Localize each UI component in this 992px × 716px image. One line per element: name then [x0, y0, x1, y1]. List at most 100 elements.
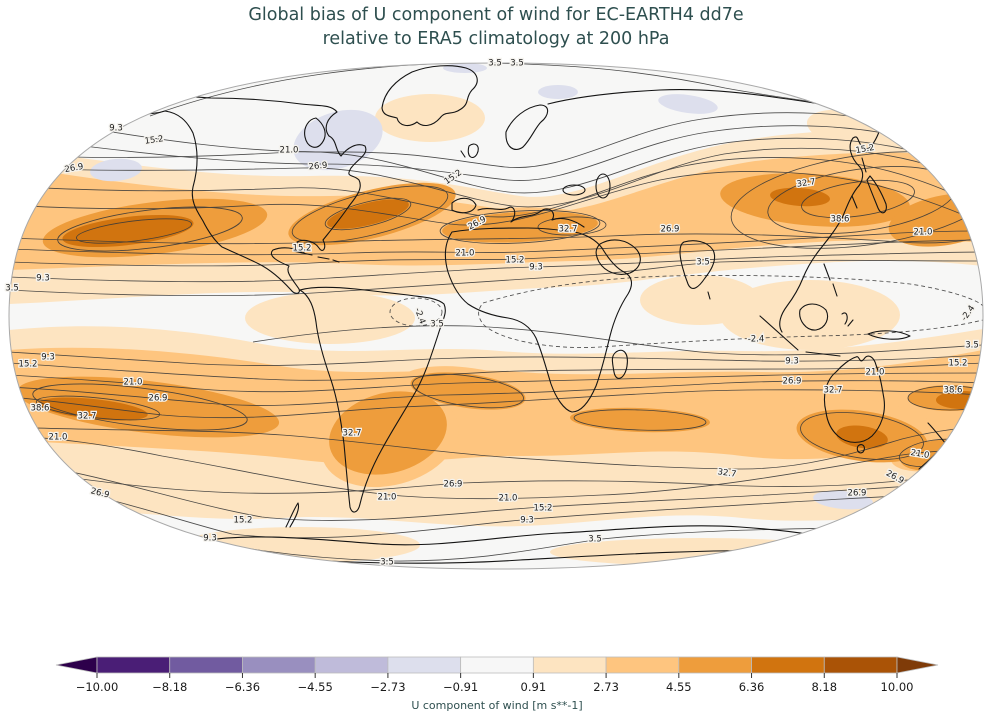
title-line-1: Global bias of U component of wind for E…	[248, 5, 744, 25]
india-coast	[679, 240, 716, 300]
colorbar-tick-label: −6.36	[225, 680, 260, 694]
contour-label: 26.9	[149, 394, 168, 404]
contour-label: 15.2	[293, 244, 312, 254]
colorbar-segment	[823, 656, 898, 674]
japan-coast	[851, 157, 887, 214]
contour-label: 26.9	[64, 162, 84, 175]
colorbar-tick-label: 8.18	[811, 680, 837, 694]
contour-label: 21.0	[124, 378, 143, 388]
caspian-sea	[595, 173, 611, 199]
contour-label: 3.5	[510, 59, 524, 69]
south-america-coast	[299, 286, 446, 513]
contour-label: 3.5	[430, 320, 444, 330]
colorbar-tick-label: −10.00	[76, 680, 119, 694]
contour-label: 15.2	[506, 256, 525, 266]
new-guinea-coast	[867, 330, 911, 340]
australia-coast	[823, 355, 885, 443]
map-outline	[8, 62, 984, 570]
contour-label: 21.0	[49, 433, 68, 443]
arabia-coast	[595, 239, 641, 275]
coastlines	[133, 65, 947, 564]
southeast-asia-islands	[759, 263, 854, 357]
colorbar-extend-right	[896, 656, 939, 674]
title-line-2: relative to ERA5 climatology at 200 hPa	[322, 29, 670, 49]
colorbar-tick-label: 0.91	[521, 680, 547, 694]
contour-label: 3.5	[488, 59, 502, 69]
hudson-bay-coast	[304, 117, 326, 148]
asia-coast	[547, 88, 881, 333]
contour-label: 32.7	[824, 386, 843, 396]
scandinavia-coast	[505, 104, 549, 150]
colorbar-tick-label: −2.73	[370, 680, 405, 694]
contour-label: 26.9	[783, 377, 802, 387]
colorbar-segment	[242, 656, 316, 674]
black-sea	[562, 184, 586, 196]
contour-label: 3.5	[696, 258, 710, 268]
contour-label: 21.0	[910, 448, 930, 461]
contour-label: -2.4	[748, 335, 765, 345]
contour-label: 32.7	[78, 412, 97, 422]
colorbar-tick-label: −0.91	[443, 680, 478, 694]
contour-label: 32.7	[796, 177, 816, 190]
colorbar-segment	[751, 656, 825, 674]
contour-label: 38.6	[944, 386, 963, 396]
mediterranean-coast	[477, 206, 585, 228]
contour-label: 32.7	[717, 467, 737, 480]
contour-label: 26.9	[661, 225, 680, 235]
contour-label: 32.7	[559, 225, 578, 235]
contour-label: 26.9	[848, 489, 867, 499]
contour-label: 9.3	[529, 263, 543, 273]
colorbar-tick-label: 10.00	[881, 680, 914, 694]
colorbar-segment	[678, 656, 752, 674]
contour-label: 15.2	[19, 360, 38, 370]
north-america-coast	[133, 94, 367, 294]
contour-label: 38.6	[831, 215, 850, 225]
contour-label: 21.0	[280, 146, 299, 156]
plot-title: Global bias of U component of wind for E…	[0, 3, 992, 51]
colorbar-label: U component of wind [m s**-1]	[411, 699, 582, 712]
british-isles-coast	[460, 143, 479, 158]
africa-coast	[444, 227, 633, 413]
contour-label: 26.9	[308, 161, 328, 173]
contour-label: 15.2	[534, 504, 553, 514]
contour-label: 3.5	[588, 535, 602, 545]
colorbar-segment	[605, 656, 680, 674]
contour-label: 9.3	[36, 274, 50, 284]
colorbar-segment	[96, 656, 171, 674]
tasmania-coast	[856, 444, 866, 454]
greenland-coast	[381, 65, 478, 127]
colorbar-tick-label: −8.18	[152, 680, 187, 694]
contour-label: 3.5	[5, 284, 19, 294]
contour-label: 38.6	[31, 404, 50, 414]
colorbar-tick-label: 6.36	[739, 680, 765, 694]
contour-label: 21.0	[499, 494, 518, 504]
contour-label: 21.0	[914, 228, 933, 238]
contour-label: 26.9	[444, 480, 463, 490]
contour-label: 9.3	[203, 534, 217, 544]
contour-labels: 3.5 3.59.315.221.026.9 26.915.215.232.738.…	[4, 57, 980, 569]
contour-label: 32.7	[343, 429, 362, 439]
contour-label: 15.2	[949, 359, 968, 369]
contour-label: 9.3	[520, 516, 534, 526]
contour-label: 9.3	[41, 353, 55, 363]
colorbar-segment	[169, 656, 243, 674]
colorbar-tick-label: 2.73	[593, 680, 619, 694]
colorbar-segment	[460, 656, 534, 674]
contour-label: 15.2	[855, 143, 875, 156]
contour-label: 15.2	[144, 134, 164, 147]
colorbar-segment	[314, 656, 389, 674]
contour-label: 3.5	[380, 558, 394, 568]
colorbar-extend-left	[55, 656, 98, 674]
caribbean-islands	[292, 250, 340, 263]
contour-label: 9.3	[109, 124, 123, 134]
colorbar-tick-label: 4.55	[666, 680, 692, 694]
colorbar-tick-label: −4.55	[298, 680, 333, 694]
contour-label: 9.3	[785, 357, 799, 367]
colorbar-segment	[532, 656, 607, 674]
contour-label: 21.0	[456, 249, 475, 259]
contour-label: 21.0	[866, 368, 885, 378]
madagascar-coast	[611, 349, 628, 379]
contour-label: 21.0	[378, 493, 397, 503]
